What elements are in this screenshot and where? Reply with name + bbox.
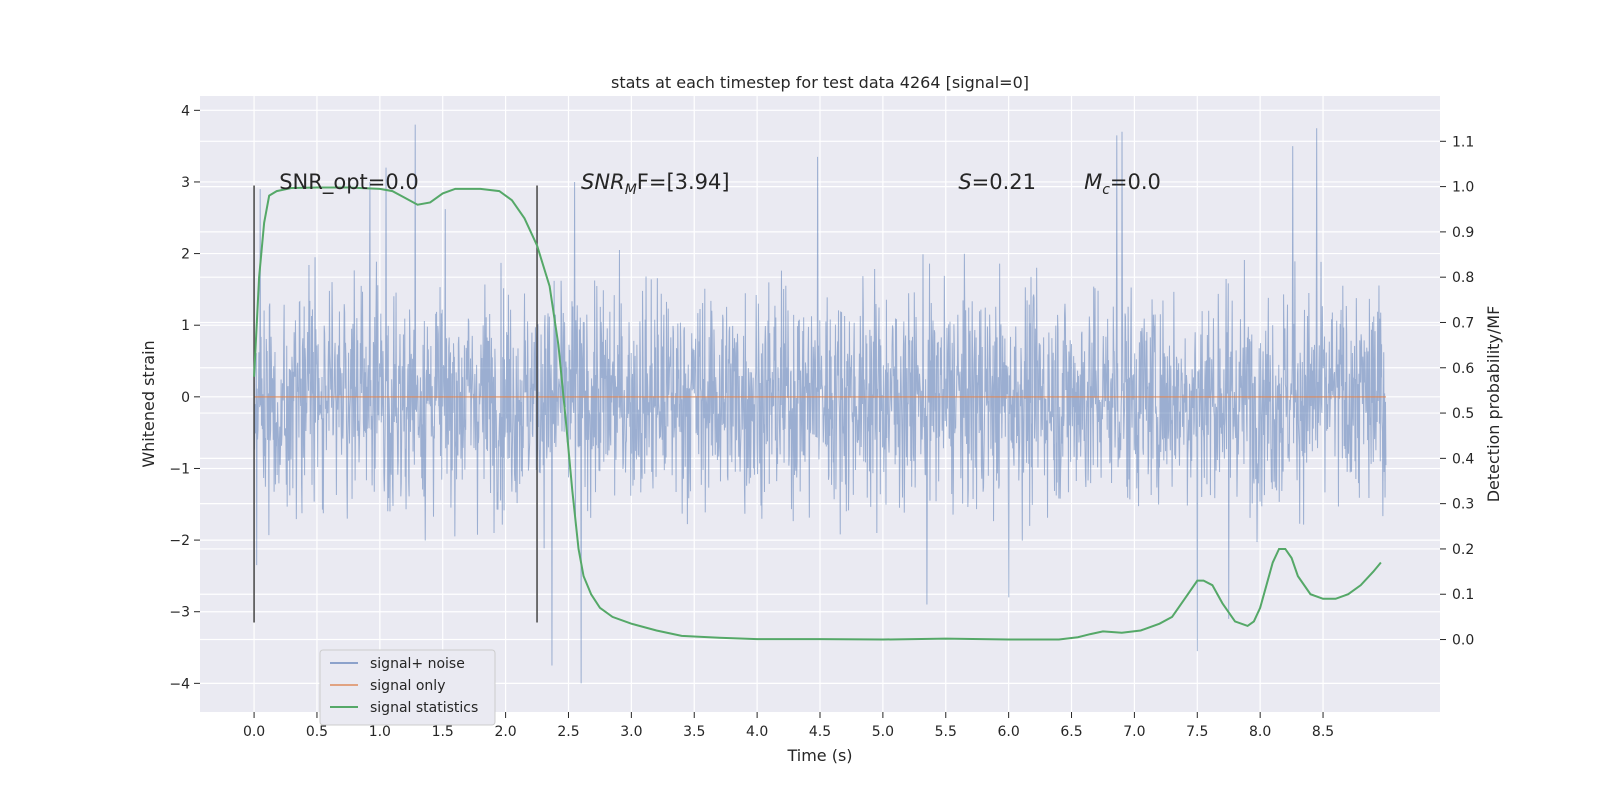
annotation-snr-mf-sub: M bbox=[625, 182, 637, 198]
x-tick-label-10: 5.0 bbox=[872, 724, 894, 740]
legend-label-statistics: signal statistics bbox=[370, 700, 478, 716]
y2-tick-label-4: 0.7 bbox=[1452, 315, 1474, 331]
axis-ticks: 0.0 0.5 1.0 1.5 2.0 2.5 3.0 3.5 4.0 4.5 5.0 5.5 6.0 6… bbox=[169, 103, 1474, 740]
y-tick-label-3: 1 bbox=[181, 318, 190, 334]
legend-box bbox=[319, 649, 496, 726]
x-tick-label-5: 2.5 bbox=[557, 724, 579, 740]
y2-tick-label-0: 1.1 bbox=[1452, 134, 1474, 150]
annotation-snr-mf-main: SNR bbox=[581, 170, 625, 194]
y-tick-label-4: 0 bbox=[181, 390, 190, 406]
y2-tick-label-9: 0.2 bbox=[1452, 542, 1474, 558]
x-tick-label-12: 6.0 bbox=[998, 724, 1020, 740]
y2-tick-label-6: 0.5 bbox=[1452, 406, 1474, 422]
y2-tick-label-3: 0.8 bbox=[1452, 270, 1474, 286]
y-tick-label-2: 2 bbox=[181, 247, 190, 263]
y-tick-label-7: −3 bbox=[169, 605, 190, 621]
annotations: SNR_opt=0.0 SNRMF=[3.94] S=0.21 Mc=0.0 bbox=[279, 170, 1161, 198]
y-tick-label-8: −4 bbox=[169, 676, 190, 692]
annotation-s: S=0.21 bbox=[958, 170, 1036, 194]
y2-tick-label-10: 0.1 bbox=[1452, 587, 1474, 603]
annotation-mc-main: M bbox=[1084, 170, 1102, 194]
y-tick-label-1: 3 bbox=[181, 175, 190, 191]
annotation-snr-mf: SNRMF=[3.94] bbox=[581, 170, 730, 198]
annotation-mc-rest: =0.0 bbox=[1110, 170, 1161, 194]
annotation-snr-mf-rest: F=[3.94] bbox=[637, 170, 730, 194]
x-tick-label-14: 7.0 bbox=[1123, 724, 1145, 740]
x-tick-label-7: 3.5 bbox=[683, 724, 705, 740]
x-tick-label-17: 8.5 bbox=[1312, 724, 1334, 740]
legend-label-signal-only: signal only bbox=[370, 678, 445, 694]
annotation-mc: Mc=0.0 bbox=[1084, 170, 1161, 198]
x-tick-label-9: 4.5 bbox=[809, 724, 831, 740]
chart-title: stats at each timestep for test data 426… bbox=[611, 73, 1029, 92]
x-tick-label-16: 8.0 bbox=[1249, 724, 1271, 740]
annotation-mc-sub: c bbox=[1102, 182, 1110, 198]
annotation-s-rest: =0.21 bbox=[972, 170, 1036, 194]
x-tick-label-11: 5.5 bbox=[935, 724, 957, 740]
legend-label-noise: signal+ noise bbox=[370, 656, 465, 672]
y2-tick-label-11: 0.0 bbox=[1452, 633, 1474, 649]
y2-tick-label-8: 0.3 bbox=[1452, 497, 1474, 513]
annotation-snr-opt: SNR_opt=0.0 bbox=[279, 170, 419, 195]
x-tick-label-4: 2.0 bbox=[494, 724, 516, 740]
y2-axis-label: Detection probability/MF bbox=[1484, 306, 1503, 503]
series-signal-statistics bbox=[253, 186, 1382, 641]
x-tick-label-13: 6.5 bbox=[1060, 724, 1082, 740]
x-tick-label-2: 1.0 bbox=[369, 724, 391, 740]
x-tick-label-8: 4.0 bbox=[746, 724, 768, 740]
x-tick-label-0: 0.0 bbox=[243, 724, 265, 740]
x-tick-label-15: 7.5 bbox=[1186, 724, 1208, 740]
x-tick-label-1: 0.5 bbox=[306, 724, 328, 740]
y2-tick-label-7: 0.4 bbox=[1452, 451, 1474, 467]
series-signal-plus-noise bbox=[253, 124, 1387, 684]
legend: signal+ noise signal only signal statist… bbox=[319, 649, 496, 726]
y-tick-label-5: −1 bbox=[169, 461, 190, 477]
y-axis-label: Whitened strain bbox=[139, 340, 158, 467]
y2-tick-label-2: 0.9 bbox=[1452, 225, 1474, 241]
noise-trace bbox=[253, 124, 1387, 684]
y-tick-label-0: 4 bbox=[181, 103, 190, 119]
x-tick-label-6: 3.0 bbox=[620, 724, 642, 740]
x-axis-label: Time (s) bbox=[786, 746, 852, 765]
annotation-s-main: S bbox=[958, 170, 971, 194]
vertical-markers bbox=[253, 185, 538, 623]
y2-tick-label-1: 1.0 bbox=[1452, 180, 1474, 196]
x-tick-label-3: 1.5 bbox=[432, 724, 454, 740]
y2-tick-label-5: 0.6 bbox=[1452, 361, 1474, 377]
y-tick-label-6: −2 bbox=[169, 533, 190, 549]
